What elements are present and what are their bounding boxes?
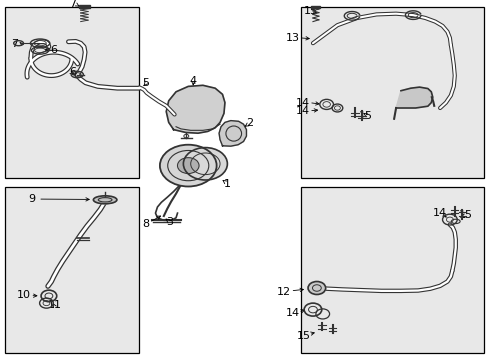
Text: 14: 14 (285, 308, 299, 318)
Text: 8: 8 (142, 219, 149, 229)
Text: 14: 14 (296, 98, 309, 108)
Text: 15: 15 (303, 6, 317, 16)
Text: 4: 4 (189, 76, 196, 86)
Text: 14: 14 (296, 106, 309, 116)
Polygon shape (395, 87, 432, 108)
Text: 14: 14 (432, 208, 446, 218)
Text: 12: 12 (276, 287, 290, 297)
Ellipse shape (93, 196, 117, 204)
Text: 6: 6 (69, 67, 76, 77)
Bar (5, 187, 139, 353)
Text: 10: 10 (17, 290, 30, 300)
Text: 15: 15 (358, 111, 372, 121)
Polygon shape (166, 85, 224, 133)
Bar (79, 5, 90, 8)
Circle shape (177, 158, 199, 174)
Text: 15: 15 (297, 330, 310, 341)
Circle shape (160, 145, 216, 186)
Bar (5, 7, 139, 178)
Text: 3: 3 (166, 217, 173, 228)
Circle shape (307, 282, 325, 294)
Bar (311, 6, 320, 8)
Circle shape (183, 148, 227, 180)
Bar (300, 187, 483, 353)
Text: 7: 7 (69, 0, 76, 9)
Text: 13: 13 (285, 33, 299, 43)
Text: 5: 5 (142, 78, 149, 88)
Text: 1: 1 (224, 179, 230, 189)
Text: 15: 15 (458, 210, 471, 220)
Text: 6: 6 (50, 45, 57, 55)
Polygon shape (219, 121, 246, 146)
Text: 9: 9 (28, 194, 35, 204)
Text: 11: 11 (48, 300, 61, 310)
Text: 7: 7 (11, 39, 18, 49)
Bar (300, 7, 483, 178)
Text: 2: 2 (245, 118, 252, 128)
